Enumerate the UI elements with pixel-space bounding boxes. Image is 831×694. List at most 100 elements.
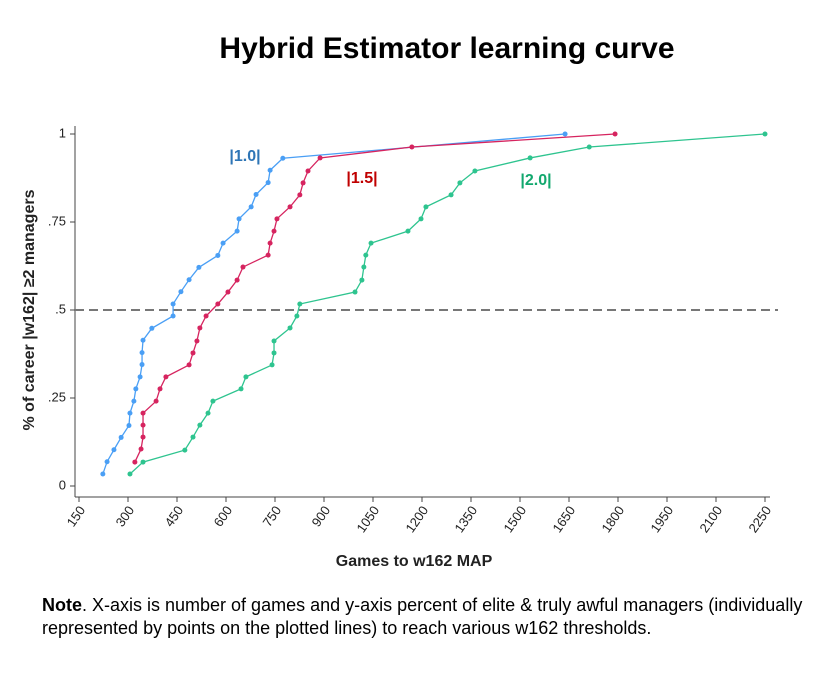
data-point [111, 447, 117, 453]
x-tick-label: 1350 [451, 503, 480, 535]
data-point [287, 204, 293, 210]
data-point [448, 192, 454, 198]
y-tick-label: .75 [48, 213, 66, 228]
data-point [182, 447, 188, 453]
chart-title: Hybrid Estimator learning curve [219, 32, 674, 65]
data-point [368, 240, 374, 246]
data-point [186, 277, 192, 283]
data-point [140, 434, 146, 440]
note-text: . X-axis is number of games and y-axis p… [42, 595, 803, 638]
data-point [210, 398, 216, 404]
data-point [157, 386, 163, 392]
data-point [267, 240, 273, 246]
data-point [203, 313, 209, 319]
data-point [234, 228, 240, 234]
y-tick-label: 0 [59, 477, 66, 492]
data-point [243, 374, 249, 380]
y-tick-label: 1 [59, 125, 66, 140]
data-point [612, 131, 618, 137]
data-point [305, 168, 311, 174]
y-tick-label: .5 [55, 301, 66, 316]
data-point [170, 301, 176, 307]
x-tick-label: 2100 [696, 503, 725, 535]
data-point [271, 228, 277, 234]
x-tick-label: 1950 [647, 503, 676, 535]
chart: Hybrid Estimator learning curve Games to… [21, 32, 778, 570]
data-point [240, 264, 246, 270]
data-point [248, 204, 254, 210]
data-point [163, 374, 169, 380]
x-tick-label: 900 [309, 503, 334, 529]
data-point [586, 144, 592, 150]
data-point [269, 362, 275, 368]
data-point [194, 338, 200, 344]
data-point [170, 313, 176, 319]
series-line [102, 133, 566, 475]
data-point [280, 155, 286, 161]
x-tick-label: 750 [260, 503, 285, 529]
data-point [190, 434, 196, 440]
x-tick-label: 450 [162, 503, 187, 529]
data-point [274, 216, 280, 222]
data-point [149, 325, 155, 331]
data-point [359, 277, 365, 283]
data-point [352, 289, 358, 295]
data-point [131, 398, 137, 404]
data-point [297, 192, 303, 198]
data-point [127, 471, 133, 477]
data-point [133, 386, 139, 392]
data-point [197, 422, 203, 428]
data-point [236, 216, 242, 222]
series-label: |1.0| [229, 148, 260, 165]
data-point [225, 289, 231, 295]
data-point [100, 471, 106, 477]
data-point [140, 422, 146, 428]
data-point [234, 277, 240, 283]
data-point [409, 144, 415, 150]
x-tick-label: 150 [64, 503, 89, 529]
data-point [271, 338, 277, 344]
data-point [215, 301, 221, 307]
data-point [190, 350, 196, 356]
data-point [138, 446, 144, 452]
data-point [215, 252, 221, 258]
data-point [153, 398, 159, 404]
data-point [139, 350, 145, 356]
x-tick-label: 1650 [549, 503, 578, 535]
x-axis-label: Games to w162 MAP [336, 553, 493, 570]
data-point [118, 434, 124, 440]
y-axis-label: % of career |w162| ≥2 managers [21, 189, 38, 430]
note-label: Note [42, 595, 82, 615]
data-point [197, 325, 203, 331]
data-point [472, 168, 478, 174]
data-point [140, 410, 146, 416]
data-point [220, 240, 226, 246]
data-point [127, 410, 133, 416]
data-point [186, 362, 192, 368]
data-point [562, 131, 568, 137]
data-point [126, 422, 132, 428]
data-point [294, 313, 300, 319]
data-point [300, 180, 306, 186]
series-line [134, 133, 616, 463]
data-point [363, 252, 369, 258]
x-tick-label: 2250 [745, 503, 774, 535]
data-point [265, 180, 271, 186]
data-point [265, 252, 271, 258]
x-tick-label: 1800 [598, 503, 627, 535]
data-point [253, 192, 259, 198]
data-point [205, 410, 211, 416]
data-point [104, 459, 110, 465]
data-point [457, 180, 463, 186]
series-line [129, 133, 766, 475]
data-point [287, 325, 293, 331]
y-tick-label: .25 [48, 389, 66, 404]
data-point [527, 155, 533, 161]
series-label: |2.0| [520, 172, 551, 189]
x-tick-label: 1050 [353, 503, 382, 535]
data-point [140, 459, 146, 465]
data-point [317, 155, 323, 161]
data-point [405, 228, 411, 234]
data-point [423, 204, 429, 210]
